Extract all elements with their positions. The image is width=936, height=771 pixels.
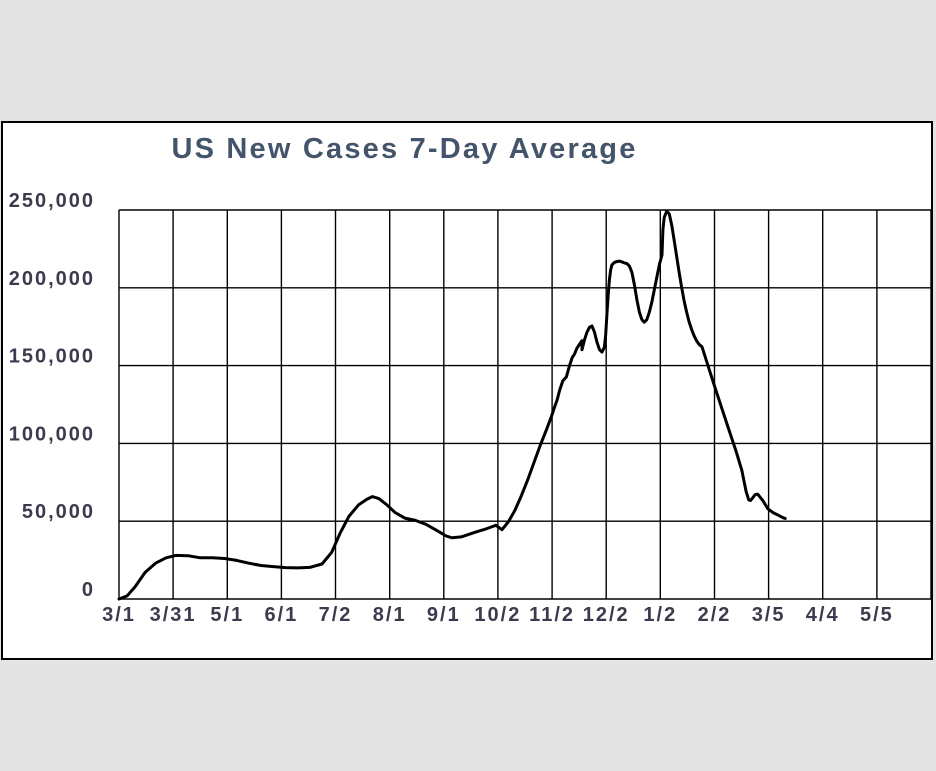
svg-text:8/1: 8/1 xyxy=(373,604,407,626)
svg-text:5/1: 5/1 xyxy=(210,604,244,626)
svg-text:10/2: 10/2 xyxy=(474,604,521,626)
svg-text:5/5: 5/5 xyxy=(860,604,894,626)
svg-text:0: 0 xyxy=(82,579,95,601)
svg-text:250,000: 250,000 xyxy=(9,190,95,212)
svg-text:3/5: 3/5 xyxy=(752,604,786,626)
svg-text:4/4: 4/4 xyxy=(806,604,840,626)
svg-text:150,000: 150,000 xyxy=(9,346,95,368)
svg-text:3/1: 3/1 xyxy=(102,604,136,626)
svg-text:100,000: 100,000 xyxy=(9,423,95,445)
svg-text:9/1: 9/1 xyxy=(427,604,461,626)
svg-text:12/2: 12/2 xyxy=(583,604,630,626)
svg-text:2/2: 2/2 xyxy=(698,604,732,626)
svg-text:6/1: 6/1 xyxy=(264,604,298,626)
svg-text:1/2: 1/2 xyxy=(643,604,677,626)
svg-text:7/2: 7/2 xyxy=(319,604,353,626)
svg-text:50,000: 50,000 xyxy=(22,501,95,523)
svg-text:3/31: 3/31 xyxy=(150,604,197,626)
svg-text:200,000: 200,000 xyxy=(9,268,95,290)
svg-text:11/2: 11/2 xyxy=(529,604,575,626)
